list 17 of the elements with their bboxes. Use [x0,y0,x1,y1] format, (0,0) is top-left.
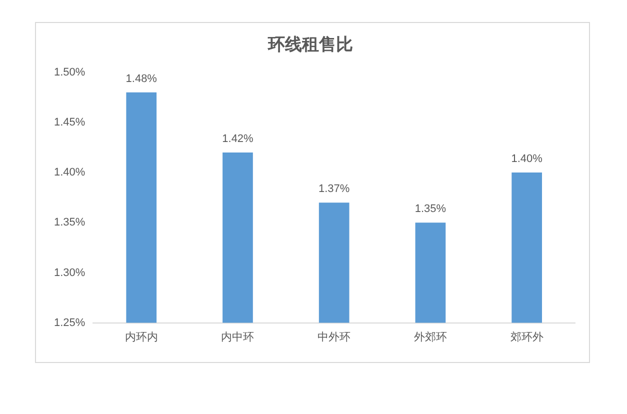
y-tick-label: 1.40% [54,166,86,179]
data-label: 1.48% [126,72,158,85]
y-tick-label: 1.50% [54,66,86,78]
chart-title: 环线租售比 [267,34,353,54]
x-tick-label: 郊环外 [510,330,544,344]
data-label: 1.40% [511,153,543,166]
x-tick-label: 内环内 [124,330,158,344]
data-label: 1.37% [318,183,350,196]
y-tick-label: 1.35% [54,216,86,229]
y-tick-label: 1.25% [54,316,86,329]
x-tick-label: 中外环 [318,330,351,344]
x-tick-label: 内中环 [221,330,254,344]
y-tick-label: 1.45% [54,116,86,129]
data-label: 1.42% [222,133,254,146]
data-label: 1.35% [414,203,446,216]
y-tick-label: 1.30% [54,266,86,279]
x-tick-label: 外郊环 [414,330,447,344]
